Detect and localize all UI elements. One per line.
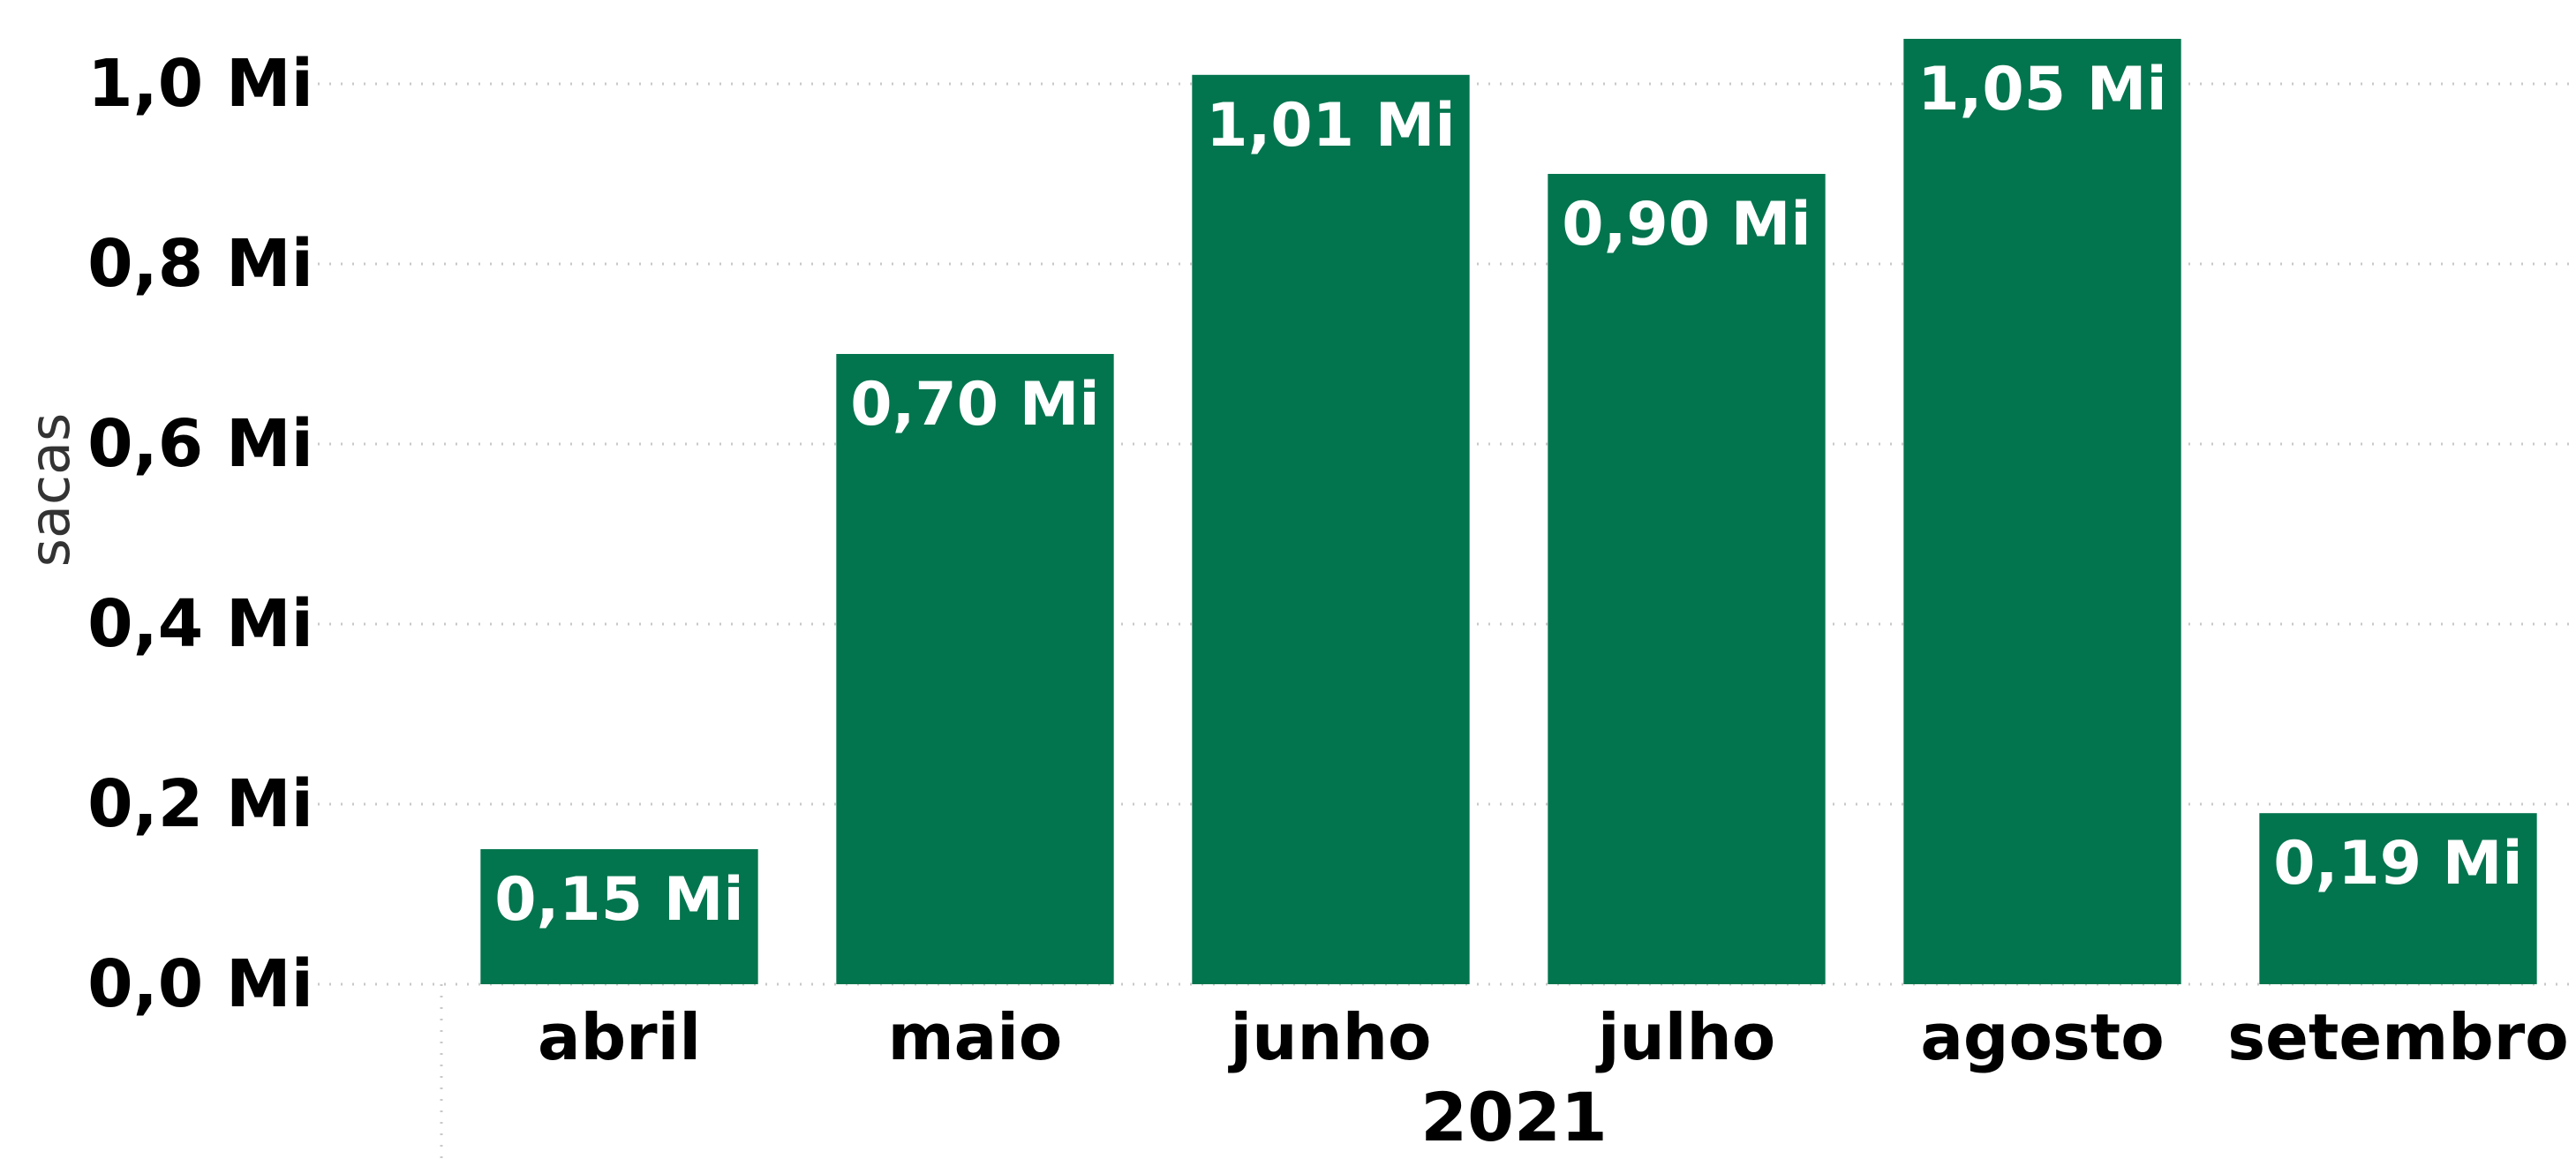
bar-setembro [2259,813,2537,984]
bars [480,39,2537,984]
bar-abril [480,849,758,984]
bar-junho [1192,74,1470,984]
x-axis-title: 2021 [1420,1078,1608,1156]
y-axis-ticks: 0,0 Mi 0,2 Mi 0,4 Mi 0,6 Mi 0,8 Mi 1,0 Mi [87,46,313,1022]
y-tick-label: 0,8 Mi [87,226,313,302]
y-axis-title: sacas [18,413,82,568]
data-label: 1,01 Mi [1206,91,1455,161]
x-tick-label: julho [1595,1000,1775,1074]
y-tick-label: 0,4 Mi [87,586,313,662]
data-label: 0,70 Mi [850,370,1099,440]
data-label: 0,19 Mi [2273,829,2522,899]
bar-maio [836,354,1114,984]
data-label: 0,15 Mi [494,865,743,935]
x-tick-label: maio [888,1000,1063,1074]
x-tick-label: junho [1228,1000,1432,1074]
y-tick-label: 0,2 Mi [87,766,313,842]
y-tick-label: 0,0 Mi [87,946,313,1022]
y-tick-label: 0,6 Mi [87,406,313,482]
x-tick-label: setembro [2227,1000,2568,1074]
x-axis-ticks: abril maio junho julho agosto setembro [538,1000,2569,1074]
x-tick-label: agosto [1920,1000,2164,1074]
data-labels: 0,15 Mi 0,70 Mi 1,01 Mi 0,90 Mi 1,05 Mi 0,19 … [494,55,2522,935]
data-label: 1,05 Mi [1917,55,2166,124]
x-tick-label: abril [538,1000,701,1074]
bar-julho [1548,174,1826,984]
data-label: 0,90 Mi [1562,190,1811,260]
y-tick-label: 1,0 Mi [87,46,313,122]
bar-agosto [1903,39,2181,984]
